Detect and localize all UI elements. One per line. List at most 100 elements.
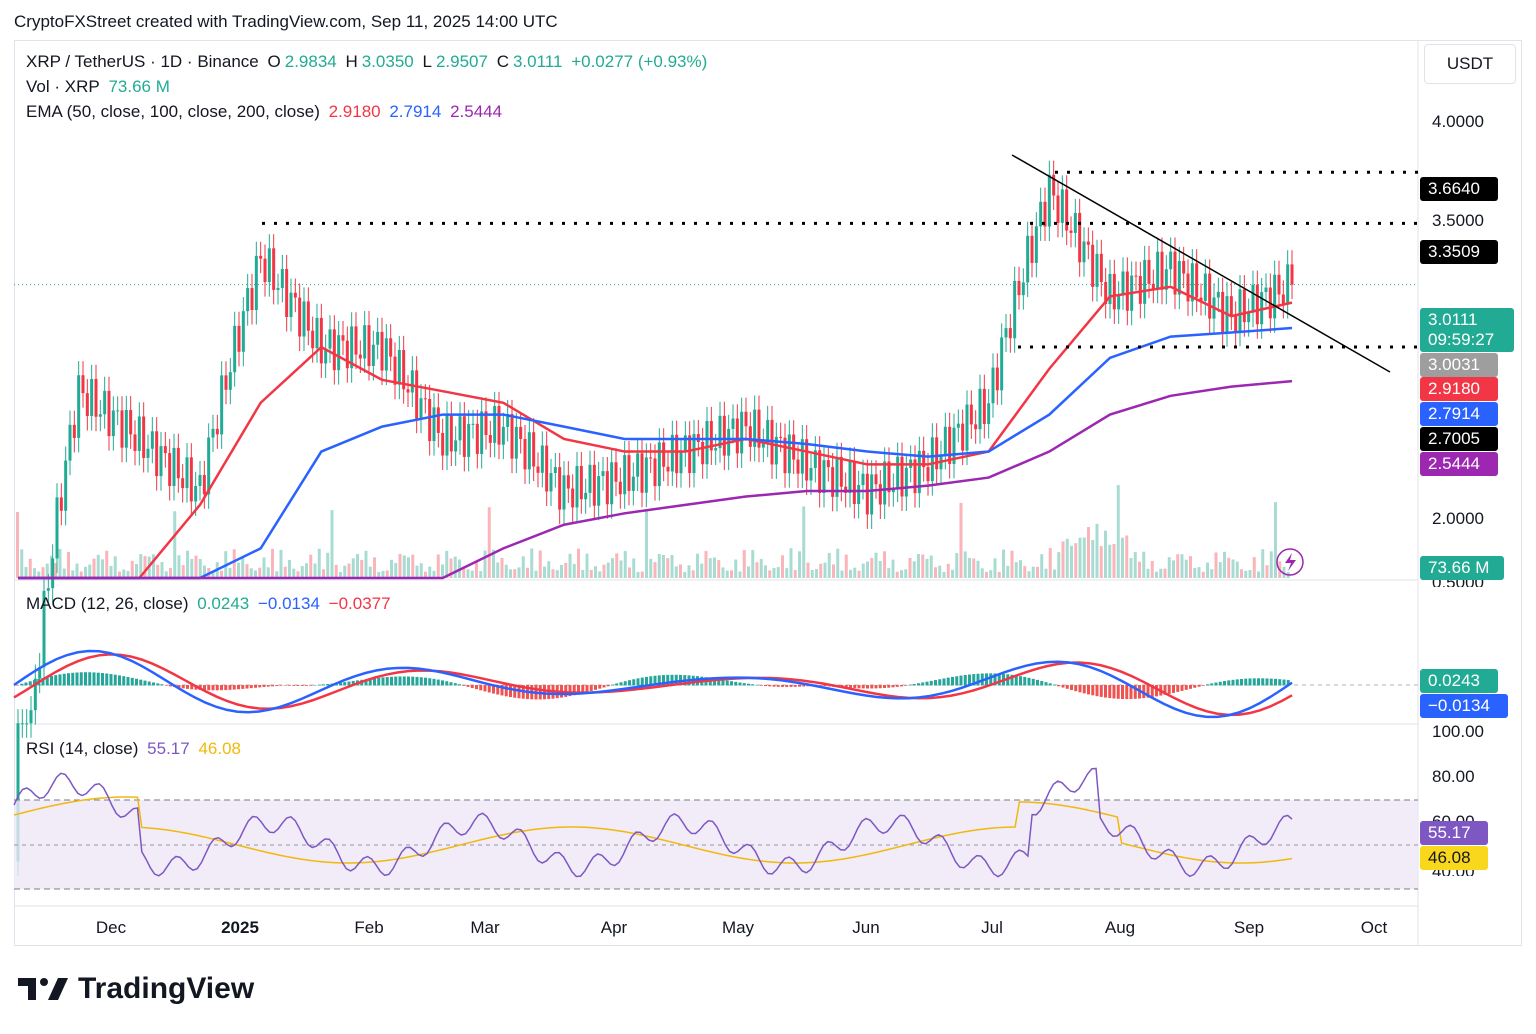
candle-body xyxy=(753,409,757,447)
macd-histogram-bar xyxy=(500,685,504,696)
volume-bar xyxy=(186,550,189,578)
volume-bar xyxy=(156,564,160,578)
macd-histogram-bar xyxy=(1031,678,1035,686)
support-tag: 2.7005 xyxy=(1420,427,1498,451)
macd-histogram-bar xyxy=(351,680,355,686)
ema100-value: 2.7914 xyxy=(389,102,442,121)
macd-histogram-bar xyxy=(568,685,572,697)
macd-histogram-bar xyxy=(466,685,470,687)
volume-bar xyxy=(942,571,946,578)
candle-body xyxy=(917,450,921,494)
macd-histogram-bar xyxy=(951,676,954,686)
candle-body xyxy=(1186,273,1190,302)
macd-histogram-bar xyxy=(602,685,606,688)
candle-body xyxy=(675,434,679,474)
macd-histogram-bar xyxy=(1112,685,1116,699)
candle-body xyxy=(705,421,709,465)
currency-button[interactable]: USDT xyxy=(1424,44,1516,84)
volume-bar xyxy=(912,561,916,578)
macd-signal-value: −0.0377 xyxy=(328,594,391,613)
candle-body xyxy=(454,440,458,452)
macd-histogram-bar xyxy=(717,679,721,686)
candle-body xyxy=(566,475,570,489)
macd-histogram-bar xyxy=(245,685,249,689)
volume-bar xyxy=(101,559,104,578)
ema200-tag: 2.5444 xyxy=(1420,452,1498,476)
volume-bar xyxy=(632,558,636,578)
volume-bar xyxy=(611,558,614,578)
macd-histogram-bar xyxy=(632,679,636,686)
candle-body xyxy=(1229,296,1233,316)
candle-body xyxy=(280,269,284,288)
volume-bar xyxy=(844,554,848,578)
macd-histogram-bar xyxy=(653,675,657,686)
macd-histogram-bar xyxy=(1172,685,1175,693)
volume-bar xyxy=(245,564,249,578)
volume-bar xyxy=(1087,527,1090,578)
candle-body xyxy=(445,415,449,456)
candle-body xyxy=(137,416,141,451)
volume-bar xyxy=(564,562,568,578)
ema-legend[interactable]: EMA (50, close, 100, close, 200, close) … xyxy=(26,102,506,122)
rsi-legend[interactable]: RSI (14, close) 55.17 46.08 xyxy=(26,739,245,759)
candle-body xyxy=(1034,226,1038,263)
volume-bar xyxy=(1040,554,1044,578)
trendline xyxy=(1011,154,1391,373)
volume-bar xyxy=(878,561,882,578)
candle-body xyxy=(532,432,536,467)
tradingview-logo[interactable]: TradingView xyxy=(16,972,254,1006)
candle-body xyxy=(774,436,778,465)
candle-body xyxy=(792,434,796,460)
macd-histogram-bar xyxy=(768,685,772,687)
macd-histogram-bar xyxy=(1036,679,1039,686)
macd-histogram-bar xyxy=(543,685,546,700)
volume-bar xyxy=(351,558,355,578)
candle-body xyxy=(211,428,215,438)
macd-histogram-bar xyxy=(594,685,597,690)
candle-body xyxy=(549,473,553,492)
macd-histogram-bar xyxy=(577,685,580,695)
macd-histogram-bar xyxy=(407,676,410,686)
macd-histogram-bar xyxy=(1184,685,1188,690)
candle-body xyxy=(562,475,566,510)
candle-body xyxy=(328,329,332,349)
macd-histogram-bar xyxy=(50,675,53,686)
macd-histogram-bar xyxy=(211,685,215,691)
candle-body xyxy=(324,348,328,364)
candle-body xyxy=(519,426,523,439)
macd-histogram-bar xyxy=(615,683,619,686)
macd-histogram-bar xyxy=(1104,685,1107,698)
low-label: L xyxy=(422,52,432,71)
volume-bar xyxy=(1167,557,1171,578)
macd-histogram-bar xyxy=(139,679,143,686)
candle-body xyxy=(744,411,748,427)
macd-histogram-bar xyxy=(976,673,980,686)
macd-histogram-bar xyxy=(908,684,912,686)
symbol-name[interactable]: XRP / TetherUS · 1D · Binance xyxy=(26,52,259,71)
macd-histogram-bar xyxy=(288,685,291,686)
macd-histogram-bar xyxy=(972,674,976,686)
volume-legend[interactable]: Vol · XRP 73.66 M xyxy=(26,77,174,97)
volume-label: Vol · XRP xyxy=(26,77,100,96)
volume-bar xyxy=(1150,560,1154,578)
ema50-line xyxy=(18,285,1293,580)
macd-histogram-bar xyxy=(470,685,474,689)
candle-body xyxy=(653,458,657,487)
candle-body xyxy=(822,460,826,493)
ema100-line xyxy=(18,326,1293,580)
macd-histogram-bar xyxy=(241,685,245,689)
volume-bar xyxy=(972,558,976,578)
candle-body xyxy=(649,457,653,459)
volume-bar xyxy=(211,571,215,578)
volume-bar xyxy=(237,562,240,578)
macd-histogram-bar xyxy=(572,685,576,696)
macd-histogram-bar xyxy=(645,676,648,686)
macd-histogram-bar xyxy=(963,675,967,686)
volume-bar xyxy=(653,562,657,578)
candle-body xyxy=(766,419,770,443)
macd-histogram-bar xyxy=(955,676,959,686)
macd-legend[interactable]: MACD (12, 26, close) 0.0243 −0.0134 −0.0… xyxy=(26,594,395,614)
macd-histogram-bar xyxy=(755,684,759,686)
candle-body xyxy=(484,411,488,436)
